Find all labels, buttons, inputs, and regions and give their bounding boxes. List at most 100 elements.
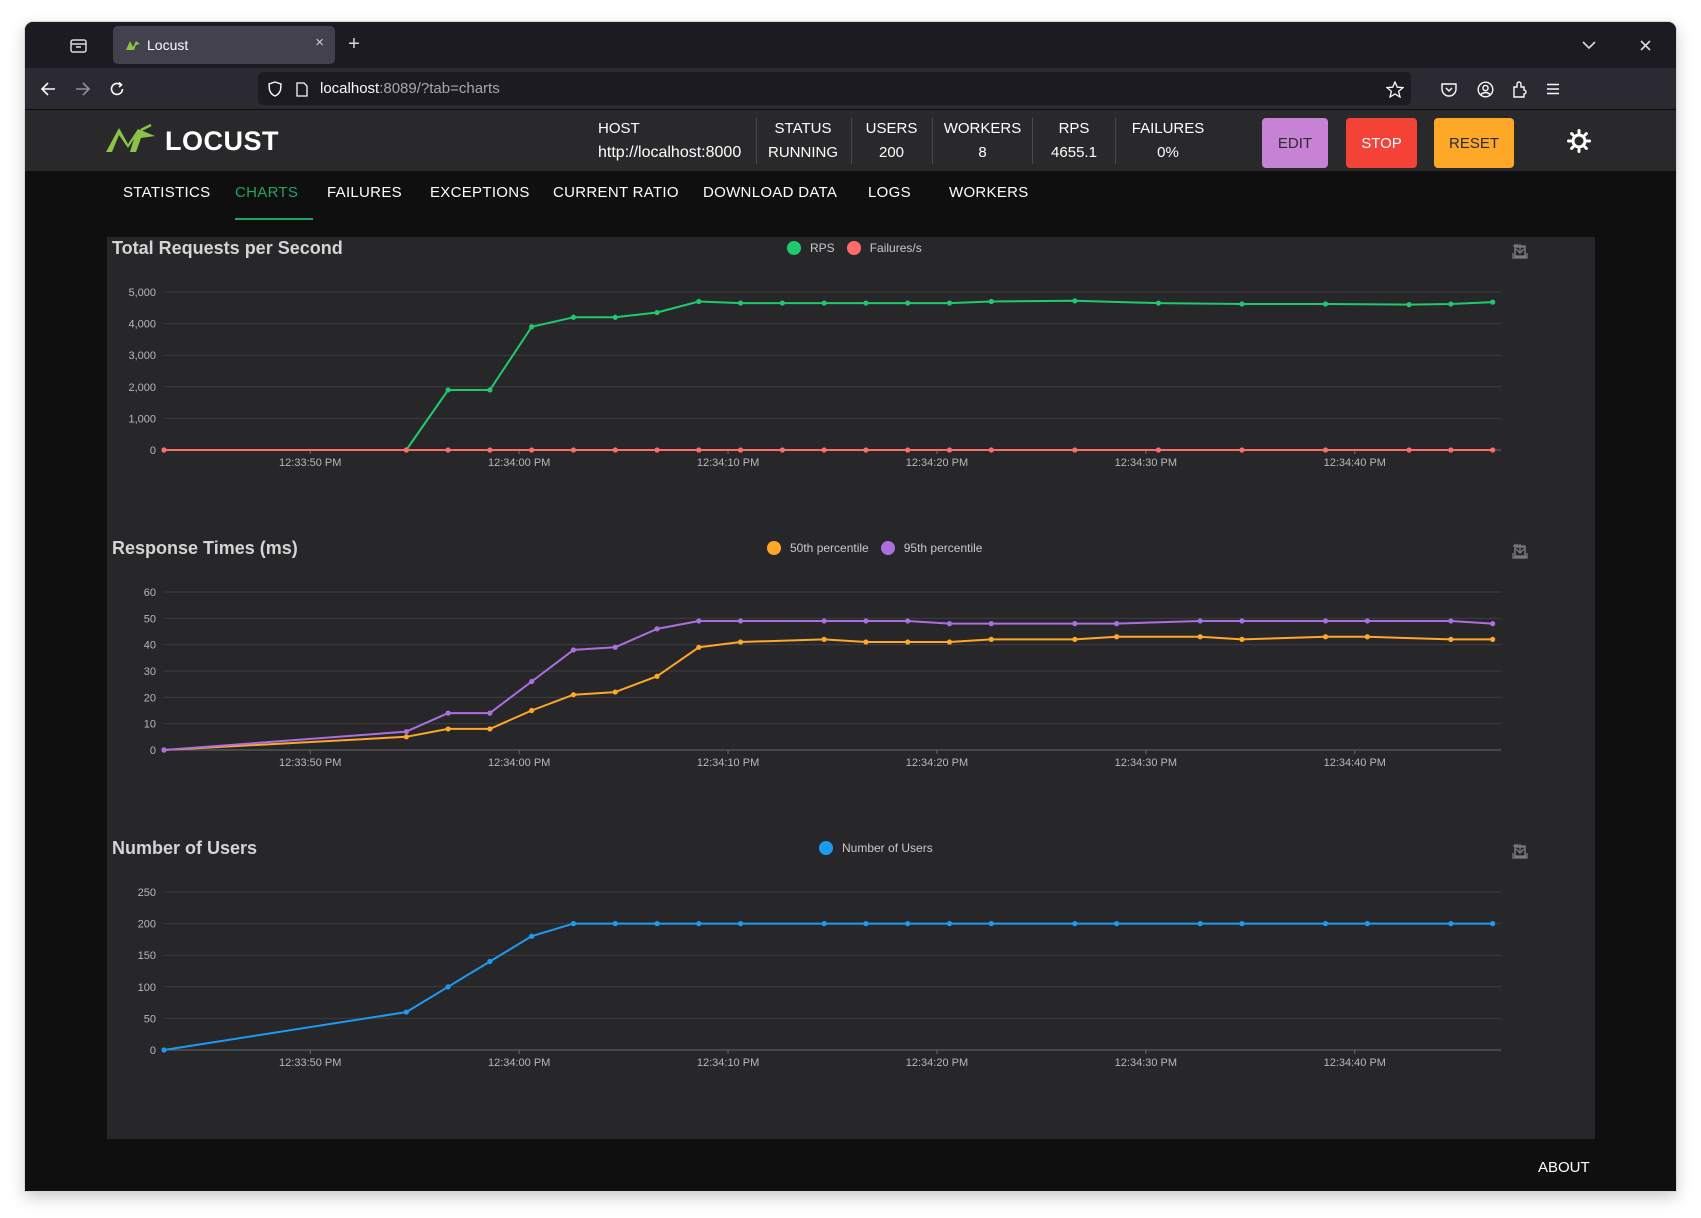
data-point-50th-percentile <box>1197 634 1203 640</box>
y-tick-label: 1,000 <box>128 413 156 425</box>
y-tick-label: 100 <box>138 982 156 994</box>
legend-item-rps[interactable]: RPS <box>787 241 835 255</box>
x-tick-label: 12:34:40 PM <box>1324 757 1386 769</box>
rps-plot[interactable]: 0 1,000 2,000 3,000 4,000 5,000 12:33:50 PM 12:… <box>107 237 1595 537</box>
data-point-failures-s <box>737 447 744 453</box>
chart-toolbox <box>1512 843 1580 861</box>
data-point-number-of-users <box>1448 921 1454 927</box>
data-point-number-of-users <box>988 921 994 927</box>
stop-button[interactable]: STOP <box>1346 118 1417 168</box>
data-point-95th-percentile <box>863 618 869 624</box>
new-tab-icon[interactable]: + <box>348 32 360 55</box>
legend-label: RPS <box>810 241 835 255</box>
data-point-rps <box>1155 300 1161 306</box>
pocket-icon[interactable] <box>1439 79 1459 99</box>
data-point-95th-percentile <box>403 728 409 735</box>
tab-exceptions[interactable]: EXCEPTIONS <box>430 184 530 201</box>
browser-tab-title: Locust <box>147 37 189 53</box>
data-point-number-of-users <box>1197 921 1203 927</box>
back-icon[interactable] <box>37 78 59 100</box>
download-icon[interactable] <box>1512 243 1580 261</box>
zoom-reset-icon[interactable] <box>1514 243 1555 261</box>
data-point-95th-percentile <box>821 618 827 624</box>
data-point-50th-percentile <box>1239 636 1245 642</box>
tab-workers[interactable]: WORKERS <box>949 184 1029 201</box>
edit-button[interactable]: EDIT <box>1262 118 1328 168</box>
legend-item-failures[interactable]: Failures/s <box>846 241 922 255</box>
data-point-failures-s <box>1448 447 1454 453</box>
locust-logo[interactable]: LOCUST <box>105 123 279 159</box>
url-bar[interactable]: localhost:8089/?tab=charts <box>258 72 1411 105</box>
close-tab-icon[interactable]: × <box>315 34 324 51</box>
reload-icon[interactable] <box>106 78 128 100</box>
data-point-failures-s <box>529 447 535 453</box>
data-point-50th-percentile <box>487 726 493 732</box>
data-point-rps <box>946 300 953 306</box>
download-icon[interactable] <box>1512 543 1580 561</box>
data-point-50th-percentile <box>1448 636 1454 642</box>
chart-legend: 50th percentile 95th percentile <box>767 541 994 555</box>
url-text: localhost:8089/?tab=charts <box>320 80 500 97</box>
tab-overview-icon[interactable] <box>68 35 88 55</box>
x-tick-label: 12:34:40 PM <box>1324 1057 1386 1069</box>
tab-failures[interactable]: FAILURES <box>327 184 402 201</box>
tab-download-data[interactable]: DOWNLOAD DATA <box>703 184 838 201</box>
app-menu-icon[interactable] <box>1543 79 1563 99</box>
stat-workers-value: 8 <box>978 144 987 161</box>
download-icon[interactable] <box>1512 843 1580 861</box>
data-point-rps <box>445 387 451 393</box>
stat-divider <box>851 118 852 164</box>
series-line-50th-percentile <box>163 635 1493 751</box>
data-point-95th-percentile <box>1114 621 1120 627</box>
data-point-failures-s <box>988 447 994 453</box>
tab-statistics[interactable]: STATISTICS <box>123 184 211 201</box>
locust-tab-bar: STATISTICS CHARTS FAILURES EXCEPTIONS CU… <box>25 171 1676 221</box>
legend-item-p95[interactable]: 95th percentile <box>880 541 983 555</box>
tracking-protection-shield-icon[interactable] <box>266 80 284 98</box>
tab-logs[interactable]: LOGS <box>868 184 911 201</box>
close-window-icon[interactable] <box>1635 35 1655 55</box>
legend-item-users[interactable]: Number of Users <box>819 841 933 855</box>
about-link[interactable]: ABOUT <box>1538 1159 1590 1176</box>
data-point-95th-percentile <box>1448 618 1454 624</box>
chart-title: Number of Users <box>112 838 258 858</box>
data-point-50th-percentile <box>821 636 827 642</box>
forward-icon[interactable] <box>72 78 94 100</box>
data-point-rps <box>1322 301 1329 307</box>
zoom-reset-icon[interactable] <box>1514 543 1555 561</box>
zoom-reset-icon[interactable] <box>1514 843 1555 861</box>
stat-divider <box>1032 118 1033 164</box>
extensions-icon[interactable] <box>1510 79 1530 99</box>
data-point-50th-percentile <box>1364 634 1370 640</box>
reset-button[interactable]: RESET <box>1434 118 1514 168</box>
theme-toggle-sun-icon[interactable] <box>1566 128 1592 154</box>
legend-item-p50[interactable]: 50th percentile <box>767 541 869 555</box>
data-point-failures-s <box>821 447 827 453</box>
x-tick-label: 12:34:20 PM <box>906 457 968 469</box>
data-point-number-of-users <box>821 921 827 927</box>
data-point-rps <box>487 387 493 393</box>
bookmark-star-icon[interactable] <box>1385 79 1405 99</box>
chart-toolbox <box>1512 243 1580 261</box>
account-icon[interactable] <box>1475 79 1495 99</box>
tab-current-ratio[interactable]: CURRENT RATIO <box>553 184 679 201</box>
x-tick-label: 12:34:00 PM <box>488 457 550 469</box>
data-point-number-of-users <box>654 921 660 927</box>
y-tick-label: 200 <box>138 919 156 931</box>
number-of-users-plot[interactable]: 0 50 100 150 200 250 12:33:50 PM 12:34:00 PM 12:… <box>107 837 1595 1137</box>
data-point-95th-percentile <box>445 710 451 716</box>
active-tab-indicator <box>235 218 313 220</box>
response-times-plot[interactable]: 0 10 20 30 40 50 60 12:33:50 PM 12:34:00 PM 12:34… <box>107 537 1595 837</box>
data-point-number-of-users <box>161 1047 167 1053</box>
tab-charts[interactable]: CHARTS <box>235 184 299 201</box>
page-info-icon[interactable] <box>294 80 310 98</box>
chart-legend: Number of Users <box>819 841 945 855</box>
url-path: :8089/?tab=charts <box>379 80 500 97</box>
list-all-tabs-icon[interactable] <box>1579 35 1599 55</box>
browser-tab-locust[interactable]: Locust × <box>113 26 335 64</box>
y-tick-label: 150 <box>138 950 156 962</box>
y-tick-label: 50 <box>144 613 156 625</box>
data-point-50th-percentile <box>1114 634 1120 640</box>
data-point-number-of-users <box>403 1009 409 1015</box>
legend-label: 95th percentile <box>903 541 983 555</box>
